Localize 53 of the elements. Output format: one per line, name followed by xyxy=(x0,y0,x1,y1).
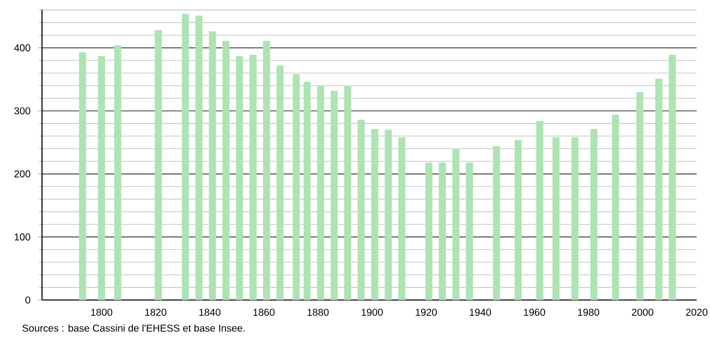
bar xyxy=(292,74,300,300)
bar xyxy=(571,137,578,300)
bar xyxy=(552,137,560,300)
bar xyxy=(536,120,544,300)
y-tick-label: 400 xyxy=(14,44,30,52)
bar xyxy=(438,162,446,300)
source-note: Sources : base Cassini de l'EHESS et base Insee. xyxy=(22,324,245,332)
bar xyxy=(114,45,122,300)
bar xyxy=(668,54,676,300)
bar xyxy=(182,14,189,300)
x-tick-label: 2000 xyxy=(632,308,654,316)
bar xyxy=(317,86,324,300)
x-tick-label: 1860 xyxy=(253,308,275,316)
bar xyxy=(492,146,500,300)
bar xyxy=(655,78,662,300)
bar xyxy=(384,130,392,300)
bar xyxy=(371,129,378,300)
bar xyxy=(466,162,473,300)
bar xyxy=(398,137,406,300)
x-tick-label: 1960 xyxy=(524,308,546,316)
bar xyxy=(344,86,352,300)
bar xyxy=(154,30,162,300)
bar xyxy=(236,56,244,300)
x-tick-label: 1900 xyxy=(362,308,383,316)
y-tick-label: 100 xyxy=(14,233,30,241)
bar xyxy=(208,31,216,300)
bar xyxy=(452,149,460,300)
y-tick-label: 300 xyxy=(14,107,30,114)
bar xyxy=(636,92,644,300)
bar xyxy=(263,40,270,300)
bar xyxy=(195,16,202,300)
bar xyxy=(276,65,284,300)
x-tick-label: 2020 xyxy=(686,308,708,316)
bar xyxy=(425,162,432,300)
bar xyxy=(249,54,257,300)
x-tick-label: 1800 xyxy=(91,308,112,316)
x-tick-label: 1920 xyxy=(416,308,437,316)
bar xyxy=(222,40,230,300)
x-tick-label: 1820 xyxy=(145,308,166,316)
y-tick-label: 0 xyxy=(25,296,30,304)
bar xyxy=(612,114,620,300)
bar xyxy=(330,90,338,300)
bar xyxy=(514,140,522,300)
x-tick-label: 1840 xyxy=(199,308,220,316)
x-tick-label: 1880 xyxy=(308,308,329,316)
bar xyxy=(590,129,598,300)
x-tick-label: 1980 xyxy=(578,308,600,316)
x-tick-label: 1940 xyxy=(470,308,491,316)
bar xyxy=(304,82,311,300)
bar xyxy=(358,120,365,300)
bar xyxy=(79,52,86,300)
bar xyxy=(98,56,106,300)
y-tick-label: 200 xyxy=(14,170,30,178)
